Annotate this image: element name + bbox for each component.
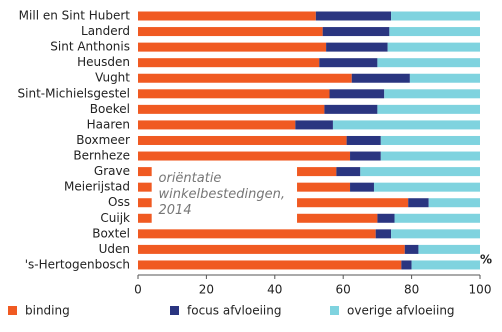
bar-segment <box>387 42 480 52</box>
legend-label: overige afvloeiing <box>347 304 455 318</box>
x-tick-label: 80 <box>404 283 419 297</box>
bar-segment <box>324 104 378 114</box>
bar-segment <box>138 58 320 68</box>
bar-segment <box>384 89 480 99</box>
bar-segment <box>394 213 480 223</box>
bar-segment <box>322 27 390 37</box>
bar-segment <box>391 229 480 239</box>
bar-segment <box>138 244 405 254</box>
bar-segment <box>332 120 480 130</box>
bar-segment <box>138 89 330 99</box>
bar-segment <box>389 27 480 37</box>
bar-segment <box>138 260 402 270</box>
legend-swatch <box>8 306 17 315</box>
category-label: Meierijstad <box>64 180 130 194</box>
bar-segment <box>346 135 381 145</box>
category-label: Heusden <box>77 55 130 69</box>
bar-segment <box>138 120 296 130</box>
annotation: oriëntatie <box>159 171 222 186</box>
bar-segment <box>404 244 419 254</box>
x-tick-label: 40 <box>267 283 282 297</box>
bar-segment <box>138 73 352 83</box>
x-tick-label: 60 <box>336 283 351 297</box>
bar-segment <box>138 229 376 239</box>
category-label: Vught <box>95 71 130 85</box>
bar-segment <box>350 151 381 161</box>
bar-segment <box>377 104 480 114</box>
category-label: Boxmeer <box>76 133 130 147</box>
bar-segment <box>373 182 480 192</box>
bar-segment <box>418 244 480 254</box>
legend-label: binding <box>25 304 70 318</box>
bar-segment <box>428 198 480 208</box>
category-label: Cuijk <box>100 211 130 225</box>
bar-segment <box>408 198 429 208</box>
legend-swatch <box>330 306 339 315</box>
category-label: Sint-Michielsgestel <box>18 86 130 100</box>
bar-segment <box>336 167 361 177</box>
bar-segment <box>138 42 327 52</box>
bar-segment <box>315 11 392 21</box>
category-label: 's-Hertogenbosch <box>25 257 130 271</box>
bar-segment <box>409 73 480 83</box>
x-unit: % <box>480 253 492 267</box>
bar-segment <box>326 42 388 52</box>
x-tick-label: 100 <box>469 283 492 297</box>
category-label: Boxtel <box>92 226 130 240</box>
bar-segment <box>138 151 351 161</box>
category-label: Haaren <box>87 117 130 131</box>
legend-label: focus afvloeiing <box>187 304 281 318</box>
annotation: winkelbestedingen, <box>159 187 285 202</box>
bar-segment <box>380 135 480 145</box>
category-label: Grave <box>94 164 130 178</box>
bar-segment <box>138 27 323 37</box>
bar-segment <box>295 120 333 130</box>
x-tick-label: 20 <box>199 283 214 297</box>
category-label: Sint Anthonis <box>50 40 130 54</box>
bar-segment <box>319 58 378 68</box>
bar-segment <box>377 213 395 223</box>
bar-segment <box>138 11 316 21</box>
x-tick-label: 0 <box>134 283 142 297</box>
bar-segment <box>380 151 480 161</box>
category-label: Mill en Sint Hubert <box>19 9 131 23</box>
bar-segment <box>411 260 480 270</box>
category-label: Uden <box>99 242 130 256</box>
bar-segment <box>138 135 347 145</box>
bar-segment <box>351 73 410 83</box>
bar-segment <box>375 229 392 239</box>
legend-swatch <box>170 306 179 315</box>
bar-segment <box>377 58 480 68</box>
annotation-box <box>151 164 298 226</box>
category-label: Oss <box>108 195 130 209</box>
annotation: 2014 <box>159 203 192 218</box>
bar-segment <box>401 260 412 270</box>
category-label: Landerd <box>81 24 130 38</box>
bar-segment <box>350 182 374 192</box>
bar-segment <box>138 104 325 114</box>
bar-segment <box>391 11 480 21</box>
category-label: Boekel <box>90 102 130 116</box>
category-label: Bernheze <box>73 149 130 163</box>
bar-segment <box>360 167 480 177</box>
bar-segment <box>329 89 385 99</box>
